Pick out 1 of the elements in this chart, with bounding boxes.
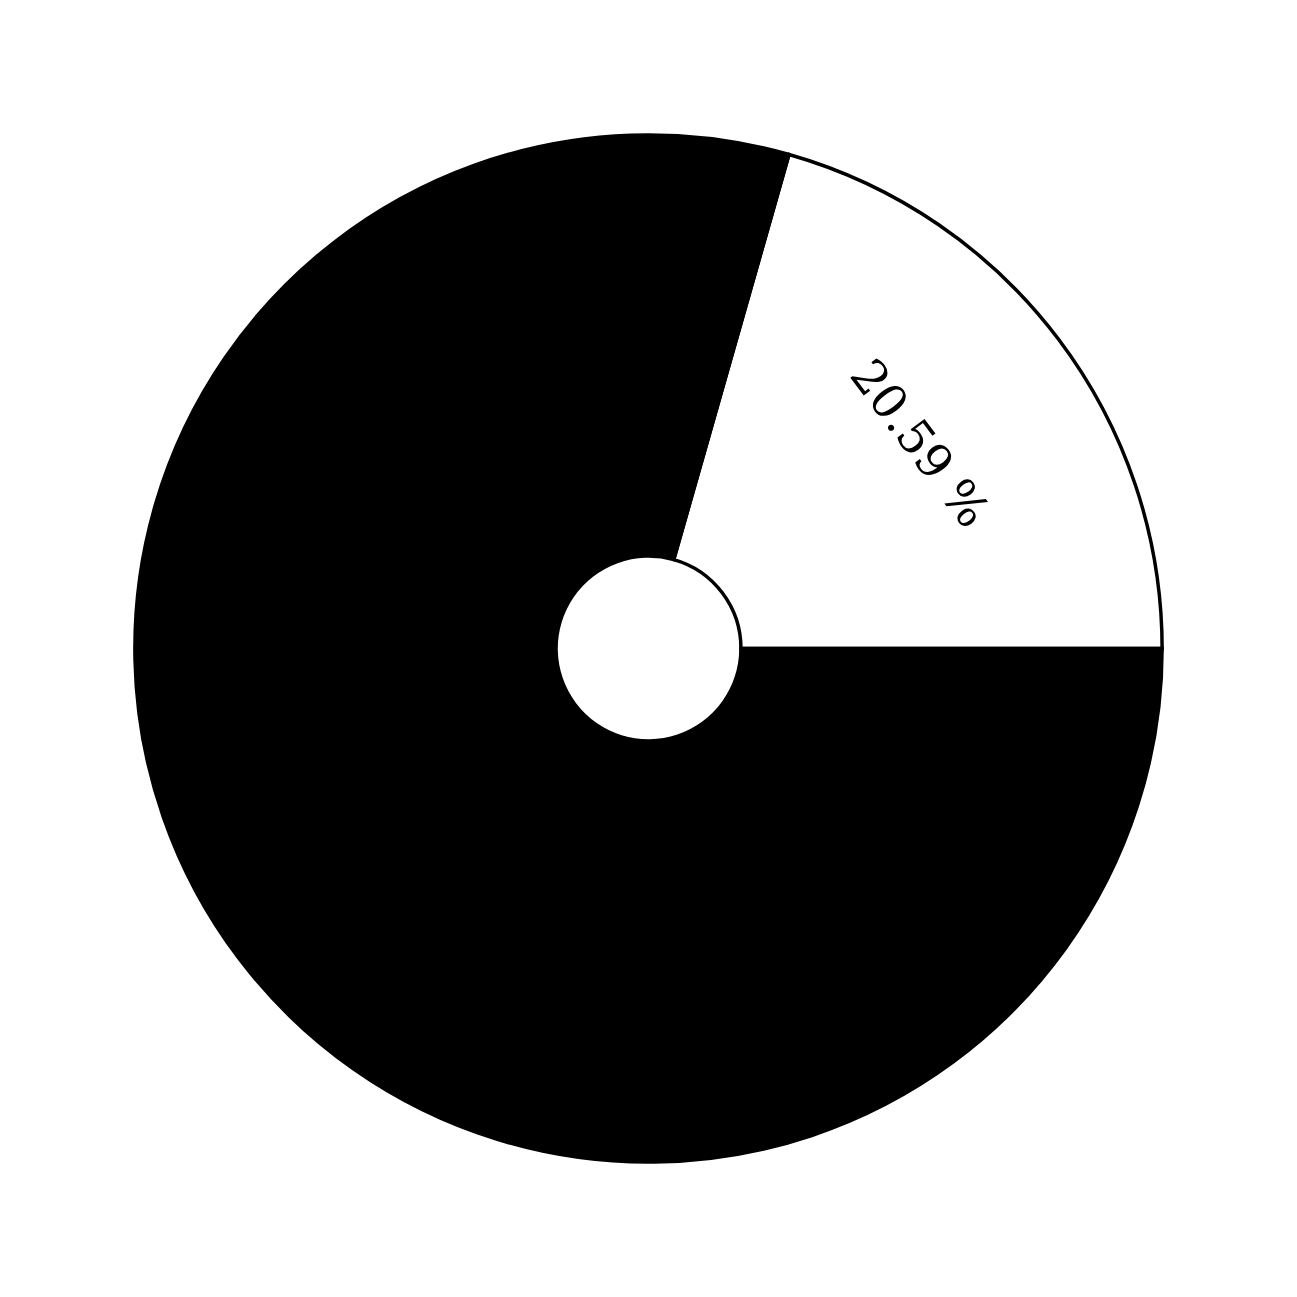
donut-slice (133, 133, 1164, 1164)
